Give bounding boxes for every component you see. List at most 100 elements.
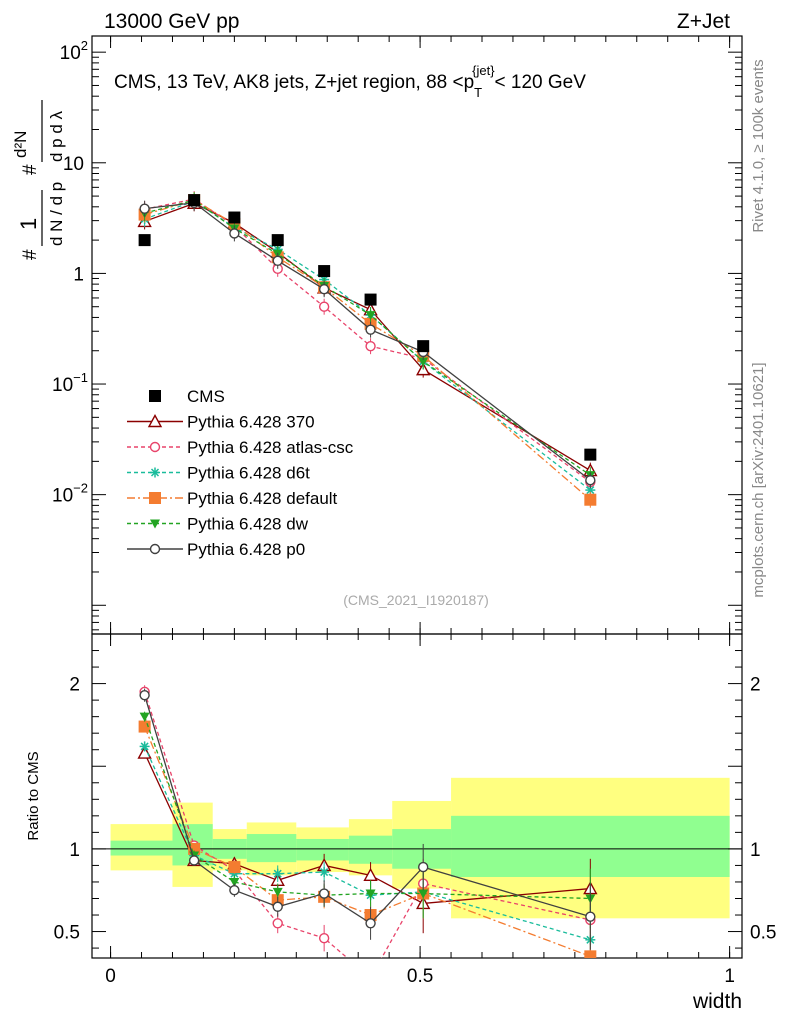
y-tick-label: 10 [63, 154, 84, 175]
ratio-tick-label-right: 1 [750, 840, 761, 861]
y-tick-exponent: −1 [73, 370, 88, 385]
ratio-point [272, 901, 283, 912]
x-tick-label: 1 [724, 966, 735, 987]
cms-point [228, 211, 241, 224]
legend-label: Pythia 6.428 atlas-csc [187, 438, 354, 457]
ratio-point [139, 741, 150, 752]
legend-label-cms: CMS [187, 387, 225, 406]
ratio-frame [91, 633, 743, 959]
ratio-point [272, 868, 283, 879]
ratio-point [139, 712, 150, 722]
ratio-polyline [144, 726, 591, 957]
svg-text:#: # [20, 249, 41, 260]
ratio-point [584, 950, 597, 958]
legend-marker [149, 441, 161, 453]
star-stroke [140, 742, 149, 751]
ratio-y-axis-title: Ratio to CMS [25, 751, 42, 840]
legend-marker [149, 543, 161, 555]
ratio-polyline [144, 716, 591, 900]
ratio-tick-label-left: 0.5 [54, 923, 80, 944]
series-point [139, 203, 150, 214]
y-tick-label: 10−2 [52, 481, 88, 507]
cms-point [364, 293, 377, 306]
ratio-point [366, 973, 375, 982]
analysis-id-label: (CMS_2021_I1920187) [343, 592, 489, 608]
cms-point [188, 194, 201, 207]
main-series [137, 191, 598, 508]
cms-point [138, 234, 151, 247]
series-point [365, 324, 376, 335]
cms-point [318, 265, 331, 278]
series-point [585, 475, 596, 486]
svg-text:#: # [20, 164, 41, 175]
ratio-point [318, 888, 330, 899]
ratio-y-axis-ticks: 0.5 0.5 1 1 2 2 [54, 650, 776, 949]
ratio-tick-label-left: 1 [69, 840, 80, 861]
series-point [365, 340, 376, 352]
legend-label: Pythia 6.428 d6t [187, 464, 310, 483]
green-band-bin [296, 838, 349, 861]
series-polyline [144, 202, 591, 472]
cms-point [271, 234, 284, 247]
ratio-point [229, 885, 240, 896]
ratio-tick-label-left: 2 [69, 675, 80, 696]
legend-label: Pythia 6.428 p0 [187, 540, 305, 559]
ratio-series [137, 685, 598, 982]
series-point [584, 493, 597, 506]
y-tick-base: 10 [52, 486, 73, 507]
series-point [418, 357, 429, 367]
ratio-tick-label-right: 0.5 [750, 923, 776, 944]
y-tick-label: 1 [73, 264, 84, 285]
series-point [365, 311, 376, 321]
legend-marker [150, 519, 160, 529]
ratio-point [139, 689, 150, 701]
star-stroke [586, 486, 595, 495]
legend: CMS Pythia 6.428 370 Pythia 6.428 atlas-cs… [127, 387, 354, 559]
series-polyline [144, 199, 591, 476]
y-tick-exponent: −2 [73, 481, 88, 496]
svg-text:d N / d p: d N / d p [47, 182, 66, 246]
y-tick-label: 102 [60, 38, 88, 64]
y-tick-label: 10−1 [52, 370, 88, 396]
legend-marker [147, 414, 163, 428]
cms-point [417, 340, 430, 353]
chart-title-main: CMS, 13 TeV, AK8 jets, Z+jet region, 88 … [114, 72, 474, 93]
ratio-point [318, 932, 330, 944]
svg-text:1: 1 [16, 218, 41, 230]
ratio-point [365, 918, 376, 929]
legend-marker-cms [149, 390, 161, 402]
star-stroke [273, 869, 282, 878]
source-label: mcplots.cern.ch [arXiv:2401.10621] [750, 362, 767, 597]
green-band-bin [246, 834, 297, 863]
x-axis-ticks: 0 0.5 1 [105, 36, 735, 987]
ratio-panel: 0 0.5 1 0.5 0.5 1 1 2 2 [54, 36, 776, 987]
green-band-bin [348, 835, 393, 864]
x-tick-label: 0 [105, 966, 116, 987]
series-point [272, 255, 283, 267]
svg-text:d²N: d²N [11, 131, 30, 158]
series-point [318, 283, 330, 295]
chart-title-sup: {jet} [472, 63, 495, 78]
y-tick-base: 10 [52, 375, 73, 396]
ratio-polyline [144, 691, 591, 958]
legend-marker [149, 492, 161, 504]
ratio-tick-label-right: 2 [750, 675, 761, 696]
legend-marker [150, 467, 160, 478]
svg-text:d p d λ: d p d λ [47, 110, 66, 162]
ratio-point [272, 887, 283, 897]
ratio-point [417, 861, 429, 873]
ratio-polyline [144, 746, 591, 941]
y-tick-base: 10 [60, 43, 81, 64]
ratio-polyline [143, 694, 591, 925]
legend-label: Pythia 6.428 default [187, 489, 338, 508]
ratio-point [319, 867, 330, 878]
rivet-label: Rivet 4.1.0, ≥ 100k events [750, 59, 767, 232]
main-y-axis-title: # 1 d N / d p # d²N d p d λ [11, 100, 66, 260]
legend-label: Pythia 6.428 dw [187, 515, 309, 534]
ratio-point [137, 745, 152, 759]
ratio-point [418, 889, 429, 899]
y-tick-exponent: 2 [81, 38, 88, 53]
cms-point [584, 448, 597, 461]
